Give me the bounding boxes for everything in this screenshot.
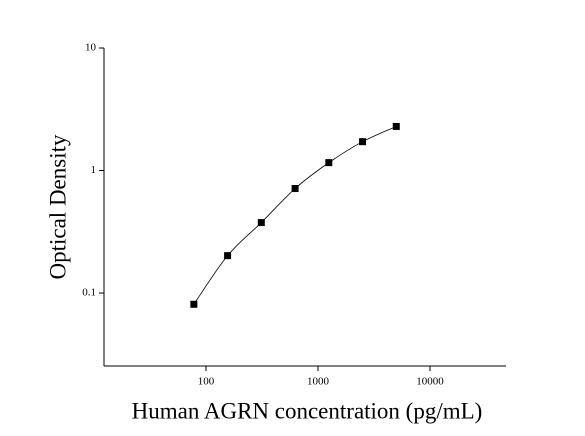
- data-point: [392, 122, 400, 130]
- y-tick-label: 0.1: [82, 287, 96, 299]
- data-point: [325, 159, 333, 167]
- data-point: [359, 138, 367, 146]
- y-tick-label: 10: [85, 42, 97, 54]
- y-tick-label: 1: [91, 164, 97, 176]
- x-axis-label: Human AGRN concentration (pg/mL): [132, 398, 483, 423]
- data-point: [291, 185, 299, 193]
- data-point: [224, 252, 232, 260]
- data-point: [190, 300, 198, 308]
- x-tick-label: 10000: [416, 376, 444, 388]
- data-point: [257, 219, 265, 227]
- fit-curve: [193, 126, 397, 305]
- x-tick-label: 1000: [307, 376, 330, 388]
- x-tick-label: 100: [198, 376, 215, 388]
- y-axis-label: Optical Density: [45, 134, 70, 279]
